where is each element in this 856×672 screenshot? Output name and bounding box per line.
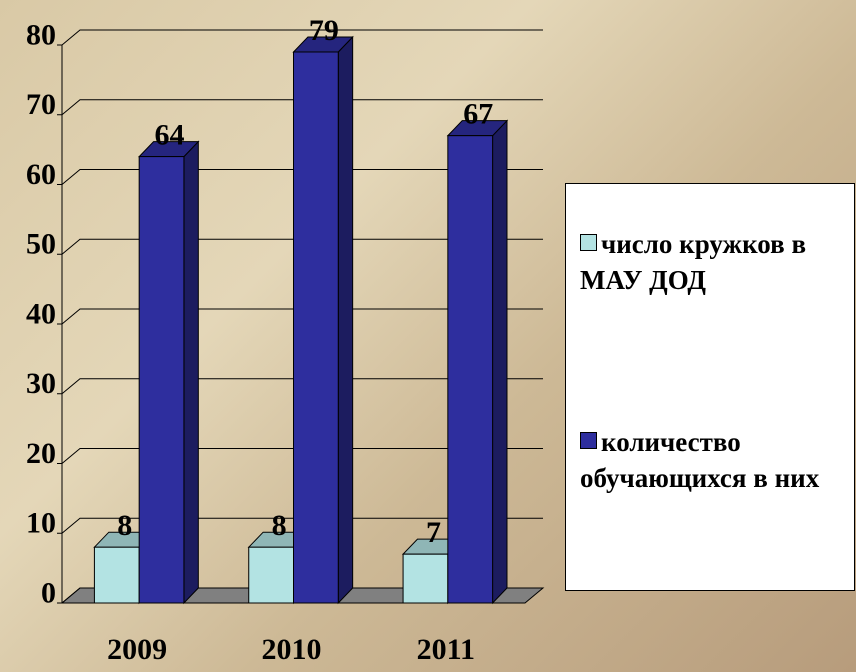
bar-side: [183, 140, 199, 605]
bar: [93, 546, 140, 604]
grid-line: [61, 448, 543, 464]
x-tick-label: 2010: [262, 633, 322, 666]
data-label: 8: [117, 509, 132, 542]
y-tick-label: 60: [26, 158, 56, 191]
legend-swatch: [580, 432, 597, 449]
legend-swatch: [580, 234, 597, 251]
bar-side: [337, 35, 354, 605]
bar-side: [492, 119, 508, 605]
y-tick-label: 80: [26, 18, 56, 51]
grid-line: [61, 517, 543, 534]
y-tick-label: 30: [26, 367, 56, 400]
y-tick-label: 40: [26, 297, 56, 330]
grid-line: [61, 238, 543, 255]
bar: [248, 546, 294, 604]
bar: [402, 553, 449, 604]
y-tick-label: 50: [26, 228, 56, 261]
data-label: 67: [463, 98, 493, 131]
x-tick-label: 2011: [417, 633, 475, 666]
grid-line: [61, 378, 543, 395]
bar: [293, 51, 339, 604]
legend-item: число кружков в МАУ ДОД: [580, 226, 848, 298]
grid-line: [61, 29, 543, 46]
grid-line: [61, 587, 543, 604]
y-tick-label: 70: [26, 88, 56, 121]
data-label: 8: [272, 509, 287, 542]
y-tick-label: 10: [26, 507, 56, 540]
data-label: 7: [426, 516, 441, 549]
y-tick-label: 20: [26, 437, 56, 470]
y-tick-label: 0: [41, 576, 56, 609]
grid-line: [61, 169, 543, 185]
data-label: 64: [155, 118, 185, 151]
legend-label: число кружков в МАУ ДОД: [580, 229, 807, 295]
x-tick-label: 2009: [107, 633, 167, 666]
grid-line: [61, 99, 543, 116]
legend-item: количество обучающихся в них: [580, 424, 848, 496]
bar: [447, 135, 494, 604]
data-label: 79: [309, 14, 339, 47]
legend: число кружков в МАУ ДОД количество обучаю…: [565, 183, 855, 591]
legend-label: количество обучающихся в них: [580, 427, 820, 493]
grid-line: [61, 308, 543, 325]
bar: [138, 156, 185, 604]
